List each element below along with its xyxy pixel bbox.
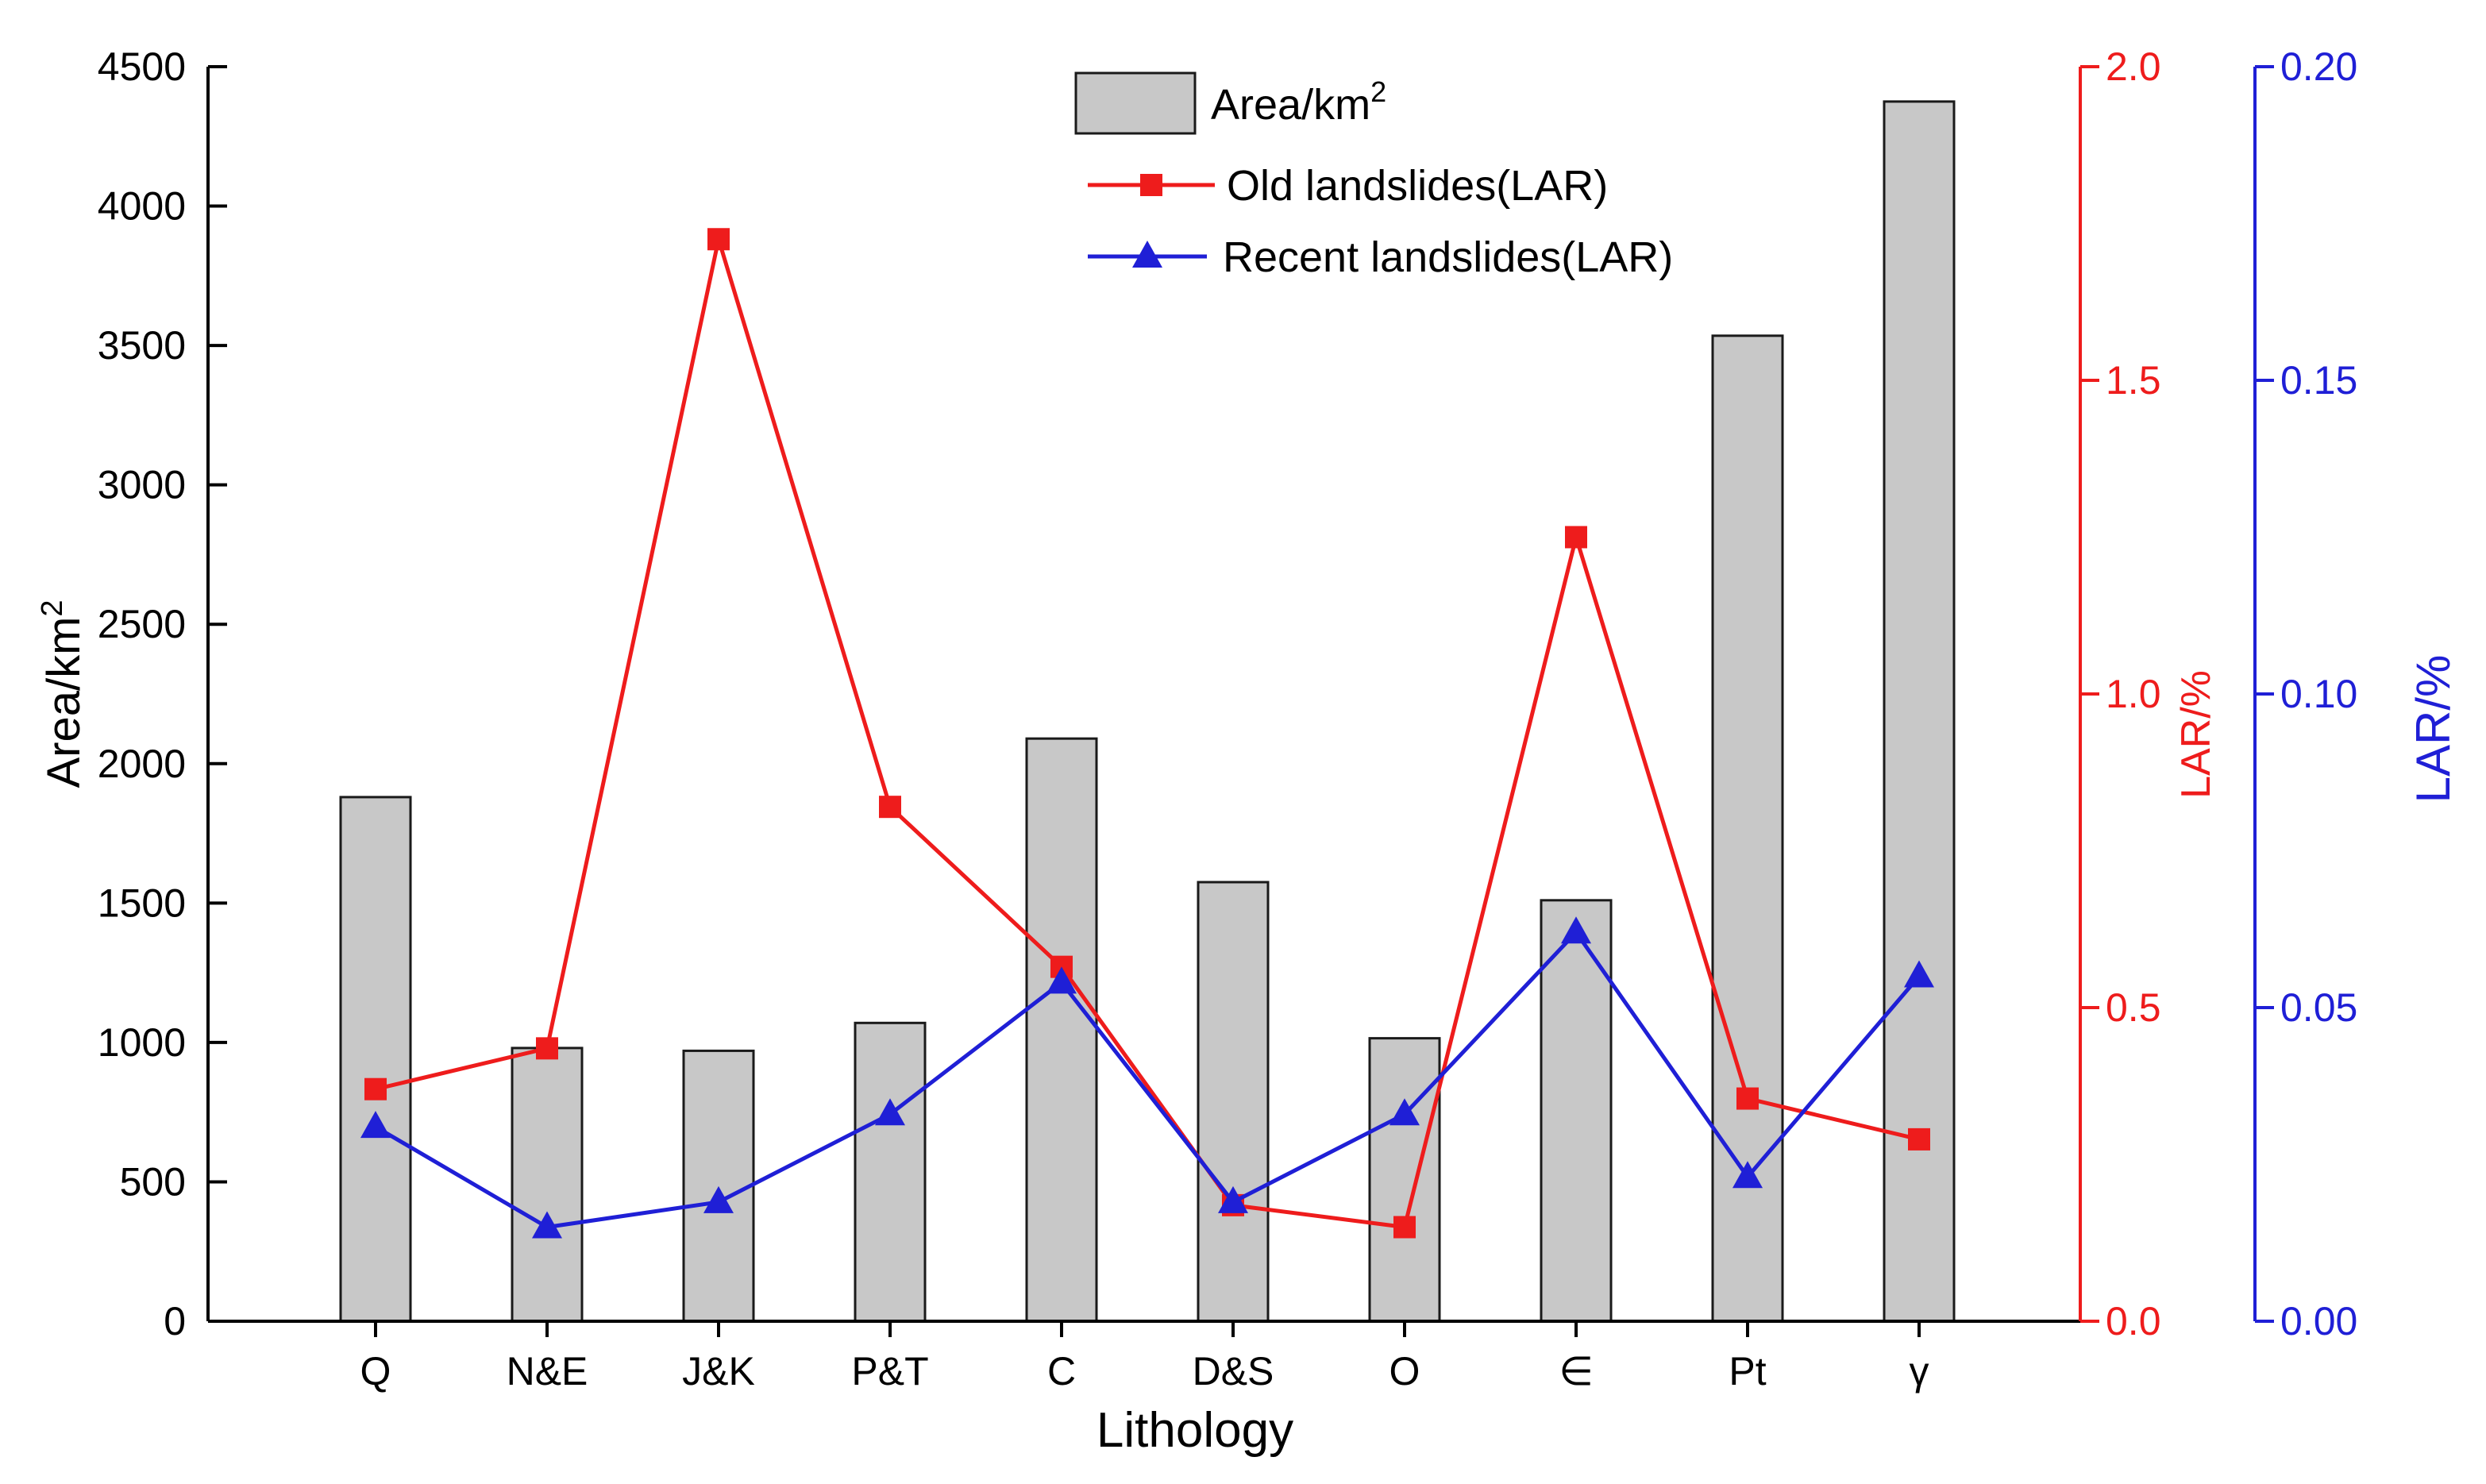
old-landslides-point-N&E (536, 1037, 558, 1060)
legend-recent-label: Recent landslides(LAR) (1223, 233, 1673, 281)
legend-area-label-sup: 2 (1370, 75, 1386, 108)
bar-Q (339, 796, 412, 1323)
old-landslides-point-γ (1908, 1127, 1930, 1151)
right-red-tick-label: 0.0 (2106, 1299, 2161, 1343)
legend-old-label: Old landslides(LAR) (1227, 162, 1608, 210)
recent-landslides-point-γ (1904, 960, 1934, 988)
left-tick-label: 4000 (98, 184, 186, 229)
right-blue-tick-label: 0.10 (2280, 672, 2357, 716)
x-tick-label-N&E: N&E (507, 1349, 588, 1393)
x-tick-label-γ: γ (1910, 1349, 1929, 1393)
right-blue-tick-label: 0.05 (2280, 985, 2357, 1030)
left-axis-title-sup: 2 (36, 599, 69, 616)
right-red-axis-title: LAR/% (2173, 670, 2219, 799)
right-blue-tick-label: 0.15 (2280, 358, 2357, 403)
right-blue-tick-label: 0.00 (2280, 1299, 2357, 1343)
x-tick-label-P&T: P&T (851, 1349, 928, 1393)
bars-layer (339, 100, 1956, 1323)
x-tick-label-C: C (1047, 1349, 1076, 1393)
x-tick-label-Q: Q (360, 1349, 391, 1393)
right-blue-axis-title: LAR/% (2407, 655, 2460, 804)
left-tick-label: 500 (120, 1159, 186, 1204)
recent-landslides-point-D&S (1218, 1185, 1248, 1213)
labels-layer: 0 500 1000 1500 2000 2500 3000 3500 4000 4500 Area… (36, 44, 2460, 1458)
left-tick-label: 3500 (98, 323, 186, 368)
recent-landslides-line (374, 930, 1921, 1229)
right-red-tick-label: 1.5 (2106, 358, 2161, 403)
bar-O (1368, 1037, 1441, 1323)
legend-recent-marker (1132, 241, 1162, 268)
lines-layer (360, 228, 1934, 1239)
left-tick-label: 2500 (98, 602, 186, 646)
left-axis-title: Area/km2 (36, 599, 90, 788)
legend-area-swatch (1074, 71, 1197, 135)
old-landslides-line (375, 237, 1920, 1229)
bar-γ (1883, 100, 1956, 1323)
bar-P&T (854, 1021, 927, 1323)
bar-N&E (511, 1047, 584, 1323)
x-tick-label-D&S: D&S (1193, 1349, 1274, 1393)
left-tick-label: 2000 (98, 742, 186, 786)
recent-landslides-point-J&K (703, 1185, 734, 1213)
right-red-tick-label: 2.0 (2106, 44, 2161, 89)
bar-Pt (1711, 334, 1784, 1323)
left-tick-label: 1500 (98, 881, 186, 925)
left-tick-label: 1000 (98, 1020, 186, 1065)
old-landslides-point-∈ (1565, 526, 1587, 549)
left-tick-label: 3000 (98, 463, 186, 507)
recent-landslides-point-∈ (1561, 916, 1591, 944)
right-red-tick-label: 0.5 (2106, 985, 2161, 1030)
old-landslides-point-Q (364, 1077, 387, 1100)
x-tick-label-∈: ∈ (1559, 1349, 1594, 1393)
left-axis-title-base: Area/km (38, 617, 90, 788)
axes-layer (206, 65, 2274, 1337)
recent-landslides-point-C (1046, 966, 1077, 994)
old-landslides-point-Pt (1736, 1087, 1759, 1110)
bar-C (1025, 737, 1098, 1323)
legend-area-label: Area/km2 (1211, 75, 1386, 129)
recent-landslides-point-Pt (1732, 1161, 1763, 1189)
bar-J&K (682, 1049, 755, 1323)
left-tick-label: 0 (164, 1299, 186, 1343)
x-tick-label-J&K: J&K (682, 1349, 755, 1393)
right-blue-tick-label: 0.20 (2280, 44, 2357, 89)
old-landslides-point-P&T (879, 796, 901, 819)
old-landslides-point-J&K (707, 228, 730, 251)
old-landslides-point-O (1393, 1216, 1416, 1239)
recent-landslides-point-O (1389, 1098, 1420, 1126)
recent-landslides-point-N&E (532, 1211, 562, 1239)
legend-area-label-base: Area/km (1211, 81, 1370, 129)
legend-old-marker (1140, 174, 1162, 196)
recent-landslides-point-Q (360, 1111, 391, 1139)
legend-layer: Area/km2 Old landslides(LAR) Recent landsl… (1074, 71, 1673, 281)
left-tick-label: 4500 (98, 44, 186, 89)
x-axis-title: Lithology (1097, 1403, 1293, 1458)
x-tick-label-Pt: Pt (1729, 1349, 1766, 1393)
recent-landslides-point-P&T (875, 1098, 905, 1126)
right-red-tick-label: 1.0 (2106, 672, 2161, 716)
bar-∈ (1540, 899, 1613, 1323)
x-tick-label-O: O (1389, 1349, 1420, 1393)
bar-D&S (1197, 881, 1270, 1323)
